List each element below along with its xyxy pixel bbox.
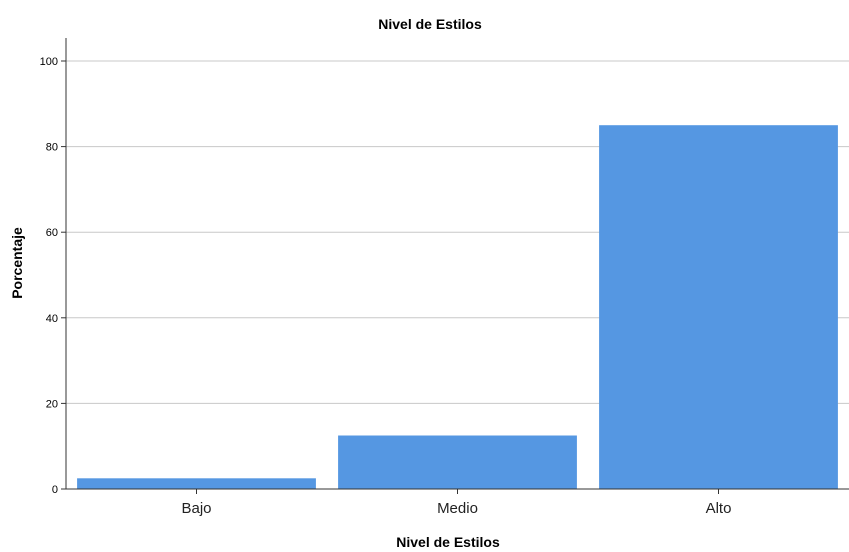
x-category-labels: Bajo Medio Alto [181,500,731,517]
axes [61,38,849,494]
y-tick-label-20: 20 [46,398,58,410]
y-tick-label-0: 0 [52,484,58,496]
x-tick-label-bajo: Bajo [181,500,211,517]
bar-medio [338,435,577,489]
x-tick-label-alto: Alto [706,500,732,517]
bar-alto [599,125,838,489]
x-tick-label-medio: Medio [437,500,478,517]
y-axis-title: Porcentaje [9,227,25,299]
y-tick-label-60: 60 [46,227,58,239]
bar-bajo [77,478,316,489]
y-tick-label-100: 100 [40,56,58,68]
y-tick-label-40: 40 [46,313,58,325]
y-tick-label-80: 80 [46,142,58,154]
bars [77,125,838,489]
x-axis-title: Nivel de Estilos [396,534,500,550]
y-tick-labels: 0 20 40 60 80 100 [40,56,58,496]
chart-title: Nivel de Estilos [378,16,482,32]
